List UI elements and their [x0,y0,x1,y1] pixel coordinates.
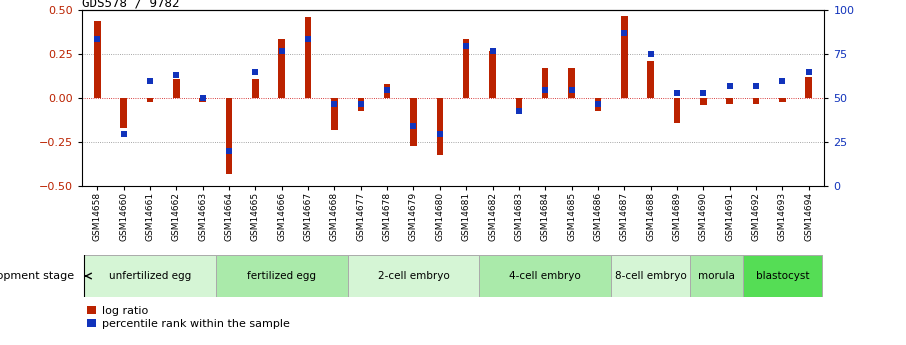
Point [643,51,658,57]
Point [617,30,631,36]
Text: fertilized egg: fertilized egg [247,271,316,281]
Text: morula: morula [698,271,735,281]
Text: GDS578 / 9782: GDS578 / 9782 [82,0,179,9]
Point [538,87,553,92]
Bar [647,61,654,98]
Text: 8-cell embryo: 8-cell embryo [614,271,687,281]
Point [327,101,342,106]
Text: 4-cell embryo: 4-cell embryo [509,271,581,281]
Point [406,124,420,129]
Point [591,101,605,106]
Point [353,101,368,106]
Bar [199,98,206,102]
Point [564,87,579,92]
Point [143,78,158,83]
Bar [743,255,822,297]
Bar [84,255,216,297]
Point [301,36,315,41]
Bar [147,98,153,102]
Point [248,69,263,75]
Bar [437,98,443,155]
Point [696,90,710,96]
Bar [479,255,611,297]
Bar [332,98,338,130]
Text: blastocyst: blastocyst [756,271,809,281]
Point [512,108,526,114]
Bar [120,98,127,128]
Point [275,48,289,53]
Point [722,83,737,89]
Bar [621,16,628,98]
Legend: log ratio, percentile rank within the sample: log ratio, percentile rank within the sa… [87,306,289,329]
Bar [805,77,812,98]
Point [748,83,763,89]
Bar [384,84,390,98]
Bar [611,255,690,297]
Point [432,131,447,136]
Point [196,96,210,101]
Bar [753,98,759,104]
Bar [489,51,496,98]
Bar [348,255,479,297]
Bar [700,98,707,105]
Point [775,78,789,83]
Bar [594,98,602,111]
Bar [516,98,522,112]
Text: development stage: development stage [0,271,74,281]
Bar [252,79,259,98]
Bar [568,68,574,98]
Bar [674,98,680,123]
Point [486,48,500,53]
Point [802,69,816,75]
Bar [173,79,179,98]
Point [90,36,104,41]
Bar [463,39,469,98]
Bar [727,98,733,104]
Point [222,148,236,154]
Bar [304,17,312,98]
Bar [94,21,101,98]
Bar [226,98,232,174]
Bar [216,255,348,297]
Point [117,131,131,136]
Point [380,87,394,92]
Bar [542,68,548,98]
Text: unfertilized egg: unfertilized egg [109,271,191,281]
Point [459,43,474,48]
Point [670,90,684,96]
Bar [278,39,285,98]
Bar [779,98,786,102]
Text: 2-cell embryo: 2-cell embryo [378,271,449,281]
Point [169,73,184,78]
Bar [410,98,417,146]
Bar [358,98,364,111]
Bar [690,255,743,297]
